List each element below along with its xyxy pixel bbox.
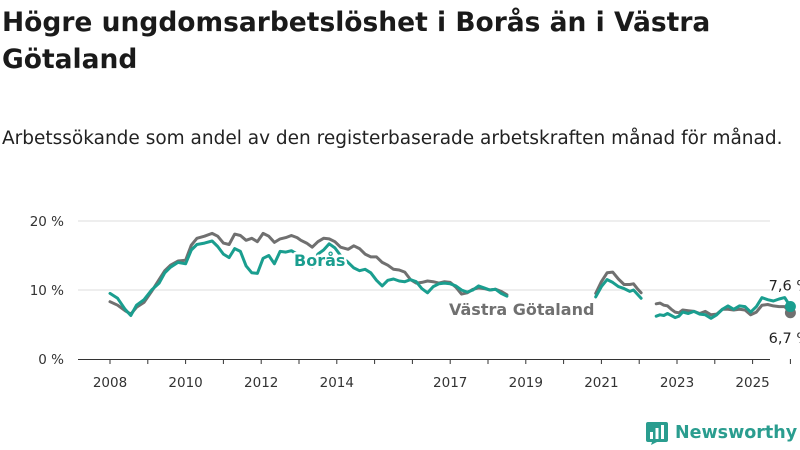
boras-label: Borås xyxy=(294,251,345,270)
series-line-boras xyxy=(594,278,643,300)
x-tick-label: 2014 xyxy=(320,375,354,391)
boras-label-halo: Borås xyxy=(294,251,345,270)
end-value-boras: 7,6 % xyxy=(769,279,800,295)
x-tick-label: 2010 xyxy=(168,375,202,391)
brand-logo: Newsworthy xyxy=(645,420,797,446)
x-tick-label: 2008 xyxy=(93,375,127,391)
chart-subtitle: Arbetssökande som andel av den registerb… xyxy=(2,128,783,149)
x-axis: 2008 2010 2012 2014 2017 2019 2021 2023 2025 xyxy=(78,359,791,391)
end-marker-boras xyxy=(784,301,796,313)
vastra-gotaland-label-halo: Västra Götaland xyxy=(449,300,594,319)
x-tick-label: 2012 xyxy=(244,375,278,391)
x-tick-label: 2021 xyxy=(584,375,618,391)
y-tick-label: 0 % xyxy=(38,352,64,368)
brand-name: Newsworthy xyxy=(675,423,798,443)
series-line-vastra-gotaland xyxy=(594,270,643,295)
series-line-vastra-gotaland xyxy=(108,231,509,316)
x-tick-label: 2017 xyxy=(433,375,467,391)
series-lines xyxy=(108,231,792,320)
end-value-vastra-gotaland: 6,7 % xyxy=(769,331,800,347)
x-tick-label: 2023 xyxy=(660,375,694,391)
series-line-boras xyxy=(654,296,792,320)
chart-title: Högre ungdomsarbetslöshet i Borås än i V… xyxy=(2,7,711,75)
end-markers: 7,6 % 6,7 % xyxy=(769,279,800,347)
y-tick-label: 20 % xyxy=(30,214,64,230)
y-tick-label: 10 % xyxy=(30,283,64,299)
series-line-boras xyxy=(108,239,509,317)
newsworthy-logo-icon xyxy=(646,422,668,445)
gridlines xyxy=(78,220,770,291)
vastra-gotaland-label: Västra Götaland xyxy=(449,300,594,319)
y-axis-ticks: 0 % 10 % 20 % xyxy=(30,214,64,368)
x-tick-label: 2025 xyxy=(735,375,769,391)
x-tick-label: 2019 xyxy=(509,375,543,391)
